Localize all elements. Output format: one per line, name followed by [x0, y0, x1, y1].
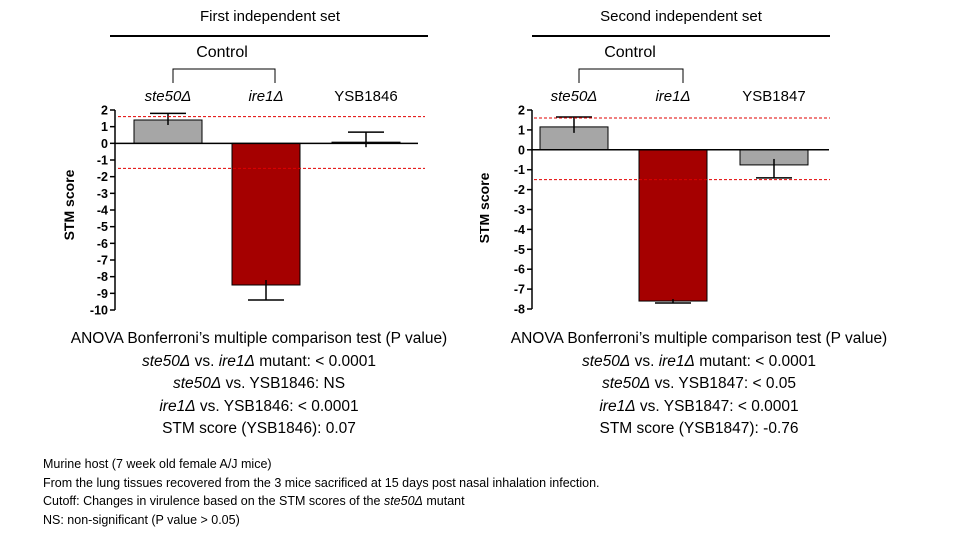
- y-tick-label: -7: [514, 283, 525, 297]
- chart-second-set: ste50Δ ire1Δ YSB1847 2 1 0 -1 -2 -3 -4 -5 -6 -7 -8 STM…: [480, 68, 830, 317]
- chart-first-set: ste50Δ ire1Δ YSB1846 2 1 0 -1 -2 -3 -4 -5 -6 -7 -8 -9 -…: [61, 68, 425, 318]
- stats-panel-2: ANOVA Bonferroni’s multiple comparison t…: [469, 328, 929, 441]
- bar: [231, 142, 301, 286]
- y-axis-title: STM score: [480, 172, 492, 243]
- y-tick-label: -6: [97, 237, 108, 251]
- stats-line: ste50Δ vs. ire1Δ mutant: < 0.0001: [141, 352, 377, 370]
- y-tick-label: -3: [514, 203, 525, 217]
- panel-2-title-rule: [532, 35, 830, 37]
- control-bracket: [578, 68, 684, 83]
- panel-2-control-label: Control: [604, 44, 656, 61]
- y-tick-label: -10: [90, 304, 108, 318]
- y-tick-label: -6: [514, 263, 525, 277]
- control-bracket: [172, 68, 276, 83]
- y-tick-label: -5: [97, 220, 108, 234]
- category-label: YSB1846: [334, 88, 397, 105]
- panel-1-control-label: Control: [196, 44, 248, 61]
- y-tick-label: -7: [97, 254, 108, 268]
- stats-line: ire1Δ vs. YSB1846: < 0.0001: [159, 397, 359, 415]
- bar: [638, 149, 708, 302]
- stats-line: ste50Δ vs. ire1Δ mutant: < 0.0001: [581, 352, 817, 370]
- note-ns: NS: non-significant (P value > 0.05): [43, 512, 240, 527]
- stats-panel-1: ANOVA Bonferroni’s multiple comparison t…: [29, 328, 489, 441]
- footnotes: Murine host (7 week old female A/J mice)…: [43, 455, 600, 529]
- y-tick-label: -2: [97, 170, 108, 184]
- y-tick-label: -9: [97, 287, 108, 301]
- y-axis-title: STM score: [61, 169, 77, 240]
- stats-heading: ANOVA Bonferroni’s multiple comparison t…: [510, 330, 888, 347]
- panel-1-title: First independent set: [199, 8, 341, 25]
- note-tissues: From the lung tissues recovered from the…: [43, 475, 600, 490]
- y-tick-label: 1: [101, 120, 108, 134]
- y-tick-label: 0: [101, 137, 108, 151]
- stats-line: ste50Δ vs. YSB1846: NS: [172, 375, 346, 392]
- stm-score-line: STM score (YSB1846): 0.07: [162, 420, 356, 437]
- y-tick-label: -2: [514, 183, 525, 197]
- y-tick-label: -1: [514, 163, 525, 177]
- y-tick-label: -5: [514, 243, 525, 257]
- category-label: ire1Δ: [248, 88, 283, 105]
- y-tick-label: -4: [514, 223, 525, 237]
- y-tick-label: -8: [97, 270, 108, 284]
- y-tick-label: -1: [97, 154, 108, 168]
- category-label: ire1Δ: [655, 88, 690, 105]
- note-host: Murine host (7 week old female A/J mice): [43, 457, 272, 471]
- stats-heading: ANOVA Bonferroni’s multiple comparison t…: [70, 330, 448, 347]
- stats-line: ire1Δ vs. YSB1847: < 0.0001: [599, 397, 799, 415]
- y-tick-label: 1: [518, 123, 525, 137]
- y-tick-label: 0: [518, 143, 525, 157]
- panel-1-title-rule: [110, 35, 428, 37]
- y-tick-label: -8: [514, 303, 525, 317]
- note-cutoff: Cutoff: Changes in virulence based on th…: [43, 494, 465, 508]
- y-tick-label: 2: [101, 104, 108, 118]
- panel-2-title: Second independent set: [600, 8, 762, 25]
- stats-line: ste50Δ vs. YSB1847: < 0.05: [601, 375, 797, 392]
- category-label: YSB1847: [742, 88, 805, 105]
- y-tick-label: -3: [97, 187, 108, 201]
- stm-score-line: STM score (YSB1847): -0.76: [599, 420, 799, 437]
- y-tick-label: 2: [518, 104, 525, 118]
- category-label: ste50Δ: [145, 88, 192, 105]
- y-tick-label: -4: [97, 204, 108, 218]
- category-label: ste50Δ: [551, 88, 598, 105]
